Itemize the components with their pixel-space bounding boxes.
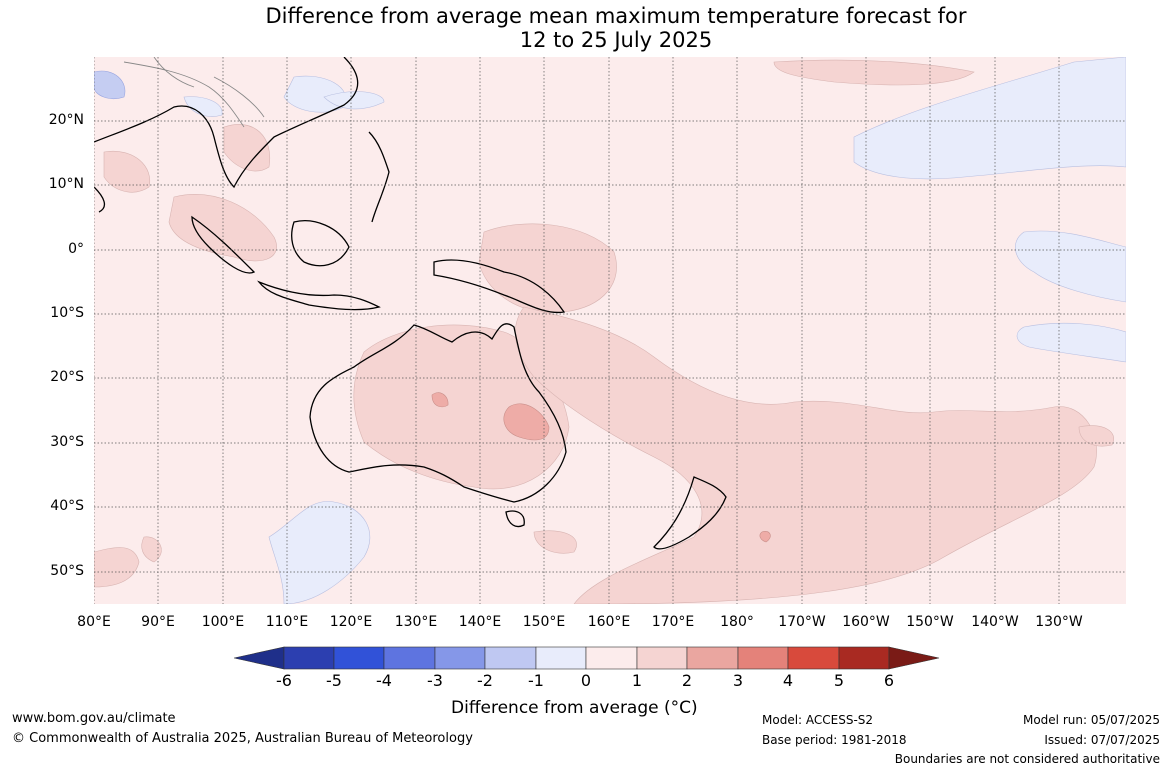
base-period: Base period: 1981-2018 [762,733,907,747]
lon-label-170e: 170°E [651,614,695,630]
lat-label-0: 0° [68,241,84,257]
colorbar-tick: -2 [477,671,493,690]
boundaries-disclaimer: Boundaries are not considered authoritat… [894,752,1160,766]
lon-label-100e: 100°E [201,614,245,630]
map-canvas [94,57,1126,604]
lat-label-20s: 20°S [50,369,84,385]
asia-mainland-coast [94,57,359,189]
lon-label-130e: 130°E [394,614,438,630]
issued-date: Issued: 07/07/2025 [1044,733,1160,747]
lon-label-170w: 170°W [778,614,826,630]
colorbar-tick: 2 [681,671,693,690]
colorbar-segment [636,646,688,670]
lat-label-10n: 10°N [48,176,84,192]
australia-coast [309,323,567,503]
lat-label-20n: 20°N [48,112,84,128]
lat-label-50s: 50°S [50,563,84,579]
new-guinea-coast [433,259,566,314]
colorbar-segment [383,646,436,670]
lat-label-40s: 40°S [50,498,84,514]
colorbar-tick: -3 [427,671,443,690]
lon-label-160w: 160°W [842,614,890,630]
cool-anomaly-regions [183,57,1126,604]
lon-label-110e: 110°E [265,614,309,630]
colorbar-tick: 3 [732,671,744,690]
lon-label-80e: 80°E [77,614,111,630]
java-coast [257,280,381,311]
website-link[interactable]: www.bom.gov.au/climate [12,711,176,726]
colorbar-segment [484,646,537,670]
country-boundaries [123,57,265,128]
colorbar-legend [234,646,940,670]
colorbar-segment [737,646,789,670]
colorbar-tick: 6 [883,671,895,690]
model-name: Model: ACCESS-S2 [762,713,874,727]
colorbar-segment [585,646,638,670]
colorbar-tick: -1 [528,671,544,690]
colorbar-segment [333,646,385,670]
philippines-coast [368,131,390,223]
colorbar-segment [535,646,587,670]
tasmania-coast [505,510,525,528]
model-run-date: Model run: 05/07/2025 [1022,713,1160,727]
warm-anomaly-regions [94,59,1114,604]
lon-label-150w: 150°W [906,614,954,630]
colorbar-segment [434,646,486,670]
colorbar-segment [686,646,739,670]
new-zealand-coast [653,476,727,550]
colorbar-tick: 4 [782,671,794,690]
colorbar-upper-arrow [888,646,940,670]
lat-label-30s: 30°S [50,434,84,450]
cooler-anomaly-region [94,70,126,99]
title-line-2: 12 to 25 July 2025 [519,28,713,52]
lon-label-160e: 160°E [587,614,631,630]
colorbar-tick: -5 [326,671,342,690]
colorbar-tick: 1 [631,671,643,690]
lon-label-90e: 90°E [141,614,175,630]
lat-label-10s: 10°S [50,305,84,321]
colorbar-segment [787,646,840,670]
coastlines [94,57,727,550]
graticule [94,57,1126,604]
colorbar-tick: 0 [580,671,592,690]
colorbar-segment [283,646,335,670]
forecast-map [94,57,1126,604]
warmer-anomaly-regions [431,392,771,543]
lon-label-180: 180° [720,614,754,630]
borneo-coast [291,220,350,267]
map-title: Difference from average mean maximum tem… [0,4,1173,52]
colorbar-tick: -4 [376,671,392,690]
lon-label-120e: 120°E [329,614,373,630]
colorbar-tick: -6 [276,671,292,690]
lon-label-140e: 140°E [458,614,502,630]
lon-label-150e: 150°E [522,614,566,630]
india-coast [94,186,106,213]
sumatra-coast [191,215,256,274]
copyright-text: © Commonwealth of Australia 2025, Austra… [12,731,473,746]
colorbar-title: Difference from average (°C) [451,698,698,718]
title-line-1: Difference from average mean maximum tem… [265,4,967,28]
lon-label-140w: 140°W [971,614,1019,630]
colorbar-segment [838,646,890,670]
colorbar-lower-arrow [234,646,285,670]
lon-label-130w: 130°W [1035,614,1083,630]
colorbar-tick: 5 [833,671,845,690]
